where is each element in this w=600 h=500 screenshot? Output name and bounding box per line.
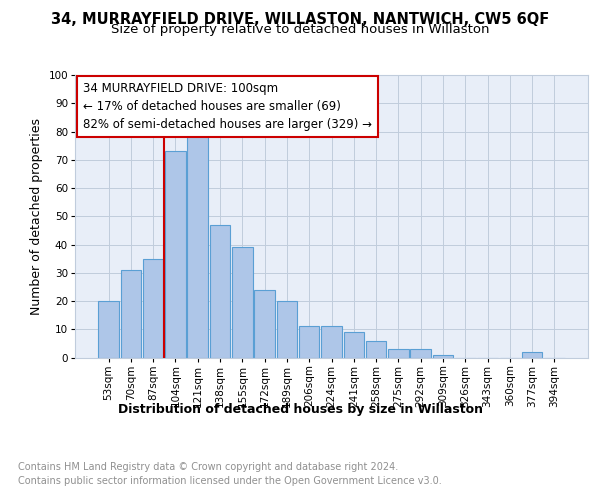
- Text: Size of property relative to detached houses in Willaston: Size of property relative to detached ho…: [111, 22, 489, 36]
- Bar: [254, 290, 275, 358]
- Bar: [232, 248, 253, 358]
- Bar: [366, 340, 386, 357]
- Bar: [277, 301, 297, 358]
- Bar: [388, 349, 409, 358]
- Bar: [210, 224, 230, 358]
- Bar: [121, 270, 141, 358]
- Text: 34 MURRAYFIELD DRIVE: 100sqm
← 17% of detached houses are smaller (69)
82% of se: 34 MURRAYFIELD DRIVE: 100sqm ← 17% of de…: [83, 82, 371, 131]
- Bar: [344, 332, 364, 357]
- Bar: [98, 301, 119, 358]
- Bar: [165, 152, 186, 358]
- Y-axis label: Number of detached properties: Number of detached properties: [30, 118, 43, 315]
- Bar: [143, 258, 163, 358]
- Text: 34, MURRAYFIELD DRIVE, WILLASTON, NANTWICH, CW5 6QF: 34, MURRAYFIELD DRIVE, WILLASTON, NANTWI…: [51, 12, 549, 28]
- Bar: [187, 123, 208, 358]
- Bar: [522, 352, 542, 358]
- Text: Distribution of detached houses by size in Willaston: Distribution of detached houses by size …: [118, 402, 482, 415]
- Bar: [299, 326, 319, 358]
- Bar: [410, 349, 431, 358]
- Bar: [433, 354, 453, 358]
- Bar: [321, 326, 342, 358]
- Text: Contains public sector information licensed under the Open Government Licence v3: Contains public sector information licen…: [18, 476, 442, 486]
- Text: Contains HM Land Registry data © Crown copyright and database right 2024.: Contains HM Land Registry data © Crown c…: [18, 462, 398, 472]
